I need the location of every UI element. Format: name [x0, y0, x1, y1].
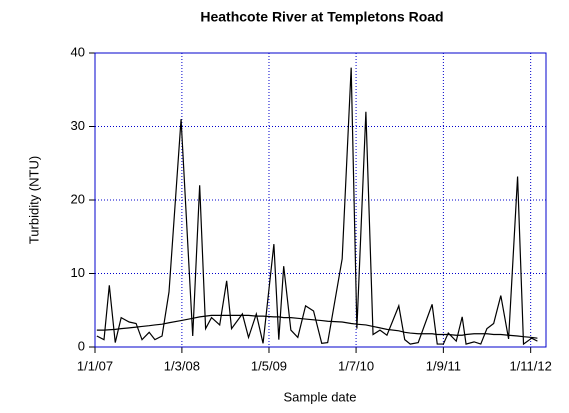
y-tick-label: 40 [71, 44, 85, 59]
x-tick-label: 1/5/09 [251, 358, 287, 373]
x-tick-label: 1/7/10 [338, 358, 374, 373]
y-tick-label: 0 [78, 338, 85, 353]
plot-frame [94, 52, 547, 348]
x-tick-label: 1/11/12 [509, 358, 551, 373]
x-tick-label: 1/3/08 [164, 358, 200, 373]
y-tick-label: 30 [71, 118, 85, 133]
x-tick-label: 1/9/11 [426, 358, 461, 373]
y-axis-label: Turbidity (NTU) [26, 156, 41, 244]
x-axis-label: Sample date [284, 389, 357, 404]
line-series [96, 314, 538, 339]
x-tick-label: 1/1/07 [77, 358, 113, 373]
chart-title: Heathcote River at Templetons Road [200, 9, 443, 25]
y-tick-label: 10 [71, 265, 85, 280]
y-tick-label: 20 [71, 191, 85, 206]
line-series [96, 67, 538, 346]
